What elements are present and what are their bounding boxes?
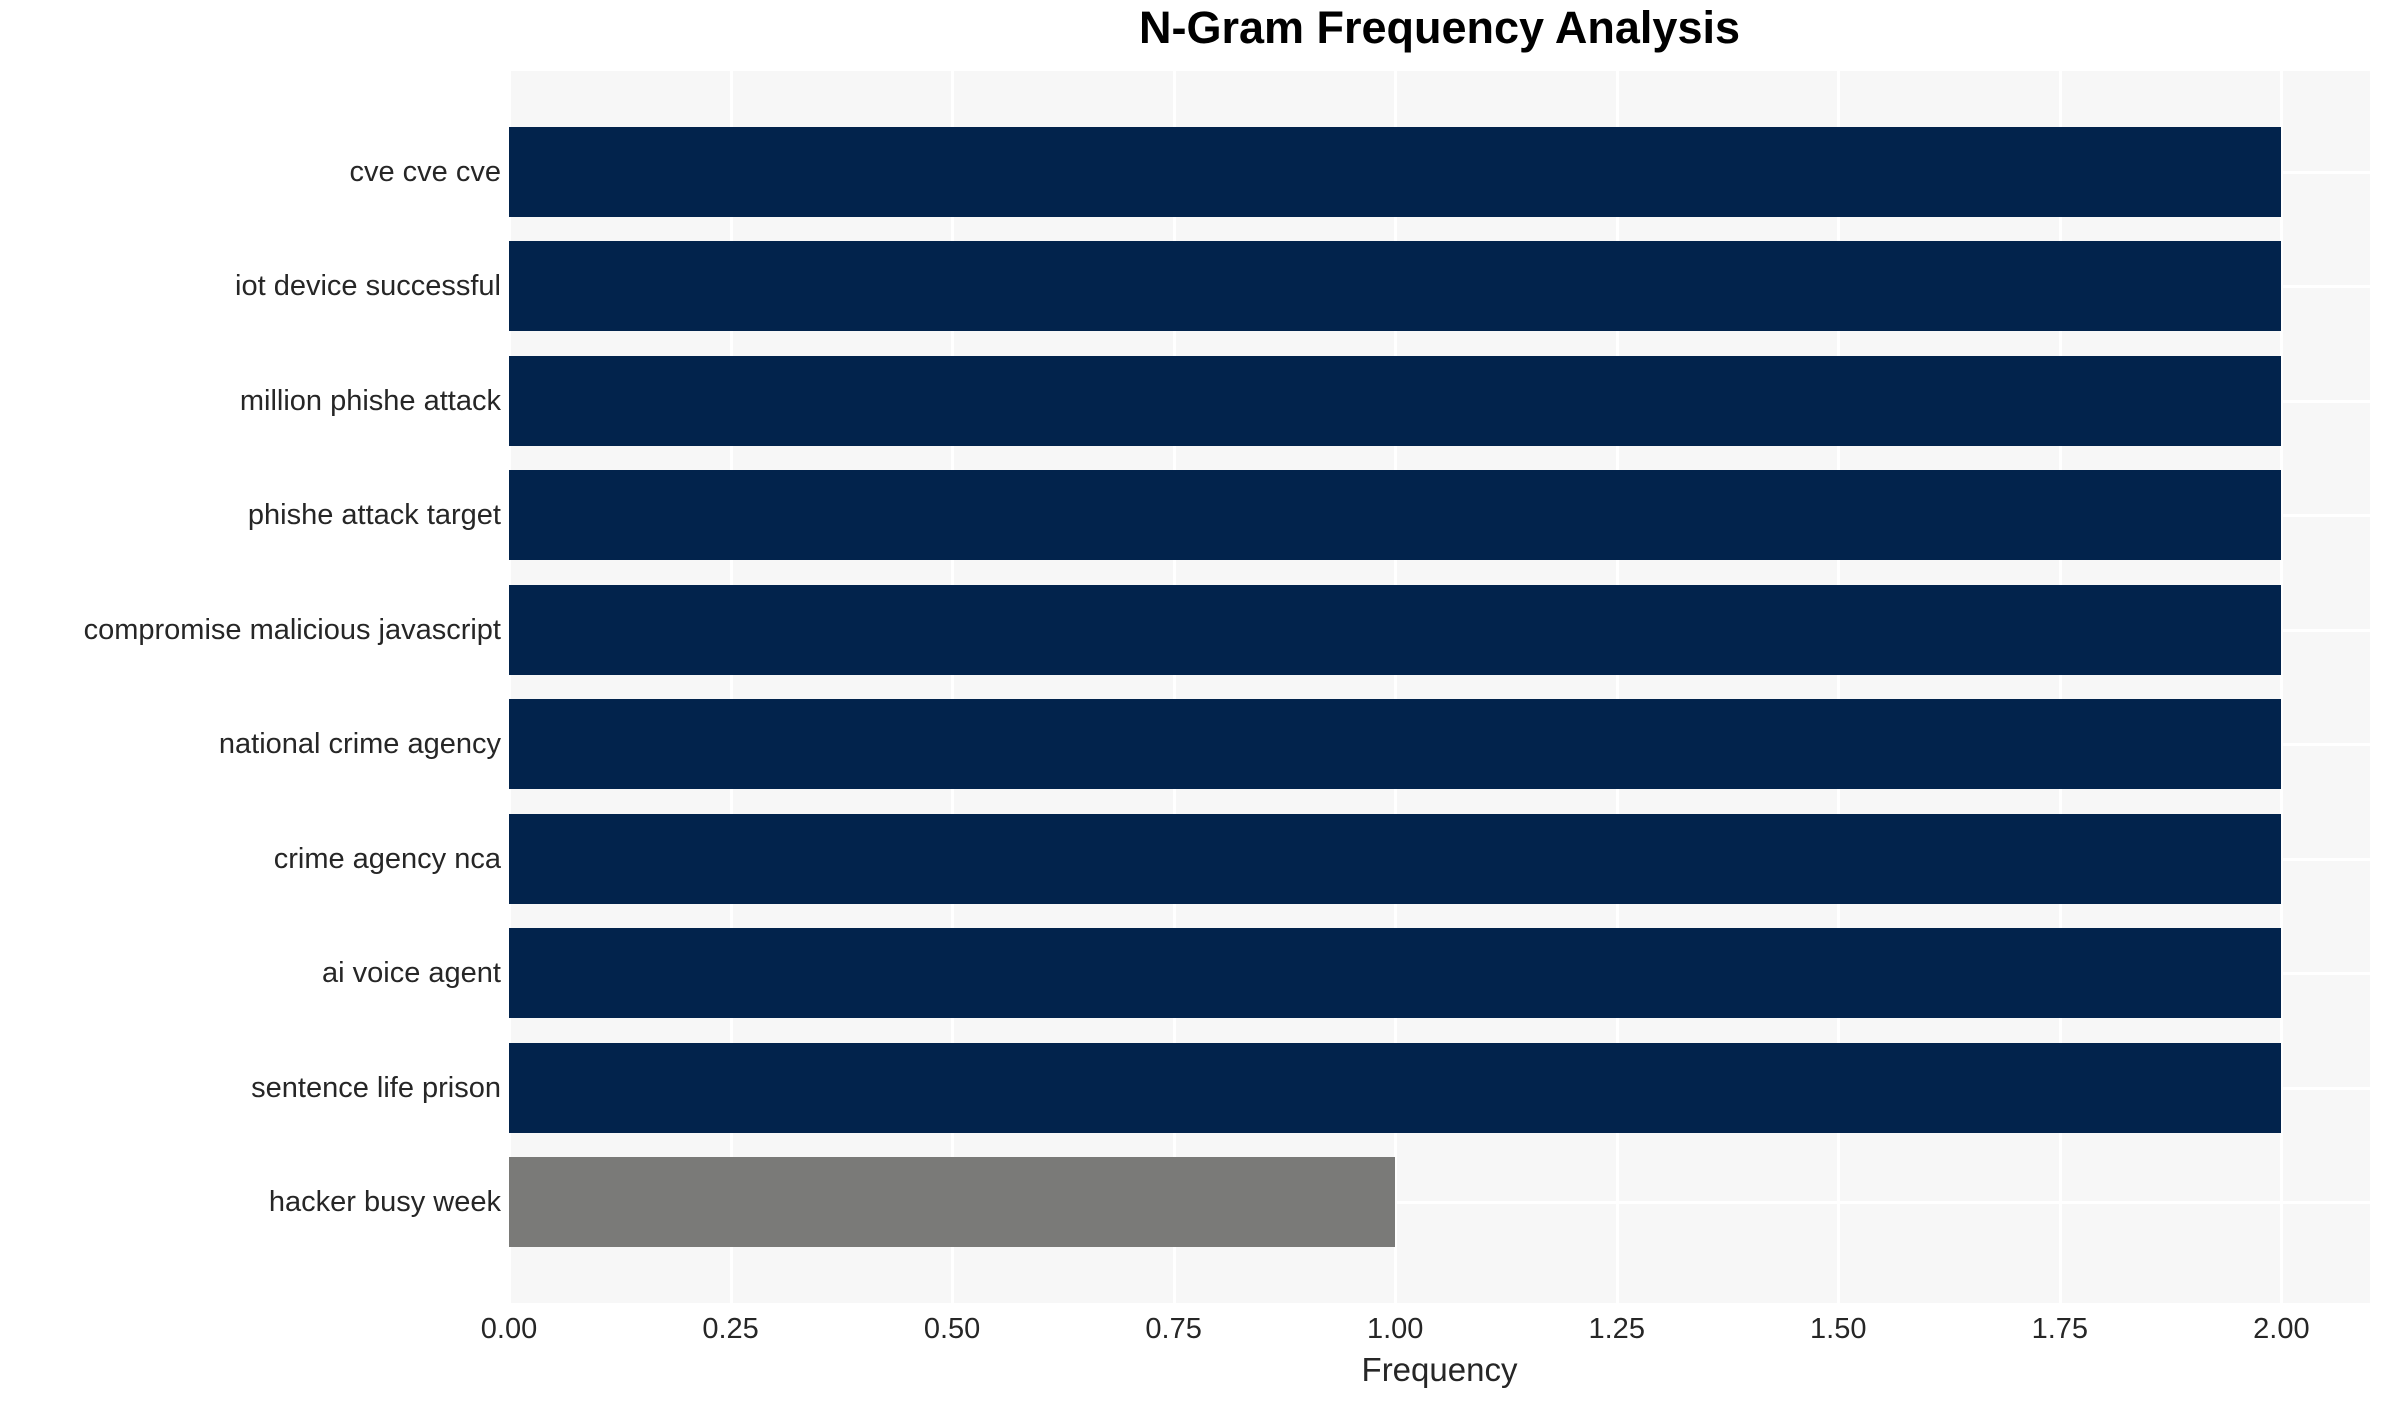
x-tick-label-0.50: 0.50 xyxy=(923,1313,981,1345)
bar-phishe-attack-target xyxy=(509,470,2282,561)
x-tick-label-1.25: 1.25 xyxy=(1588,1313,1645,1345)
x-tick-label-1.75: 1.75 xyxy=(2031,1313,2089,1345)
bar-sentence-life-prison xyxy=(509,1042,2282,1133)
chart-title: N-Gram Frequency Analysis xyxy=(1138,2,1741,53)
x-gridline-1.00 xyxy=(1394,71,1398,1303)
y-tick-label-6: crime agency nca xyxy=(273,842,501,875)
bar-crime-agency-nca xyxy=(509,813,2282,904)
plot-area xyxy=(508,71,2370,1303)
x-gridline-0.75 xyxy=(1172,71,1176,1303)
x-tick-label-0.75: 0.75 xyxy=(1145,1313,1202,1345)
y-gridline-9 xyxy=(509,1200,2370,1204)
bar-national-crime-agency xyxy=(509,699,2282,790)
x-tick-label-1.00: 1.00 xyxy=(1366,1313,1424,1345)
bar-iot-device-successful xyxy=(509,241,2282,332)
x-gridline-0.00 xyxy=(508,71,511,1303)
x-tick-label-2.00: 2.00 xyxy=(2253,1313,2310,1345)
x-tick-label-0.00: 0.00 xyxy=(480,1313,538,1345)
x-gridline-2.00 xyxy=(2280,71,2284,1303)
bar-cve-cve-cve xyxy=(509,127,2282,218)
bar-million-phishe-attack xyxy=(509,355,2282,446)
y-tick-label-4: compromise malicious javascript xyxy=(83,613,501,646)
y-tick-label-5: national crime agency xyxy=(218,728,501,761)
x-gridline-0.50 xyxy=(951,71,955,1303)
y-tick-label-2: million phishe attack xyxy=(239,384,501,417)
y-tick-label-8: sentence life prison xyxy=(251,1071,501,1104)
x-tick-label-0.25: 0.25 xyxy=(702,1313,759,1345)
bar-hacker-busy-week xyxy=(509,1156,1396,1247)
x-axis-label: Frequency xyxy=(1361,1351,1518,1388)
bar-compromise-malicious-javascript xyxy=(509,584,2282,675)
x-gridline-0.25 xyxy=(729,71,733,1303)
y-tick-label-3: phishe attack target xyxy=(247,499,501,532)
x-gridline-1.75 xyxy=(2058,71,2062,1303)
x-gridline-1.50 xyxy=(1837,71,1841,1303)
x-tick-label-1.50: 1.50 xyxy=(1810,1313,1867,1345)
y-tick-label-9: hacker busy week xyxy=(268,1185,501,1218)
bar-ai-voice-agent xyxy=(509,928,2282,1019)
y-tick-label-1: iot device successful xyxy=(235,270,501,303)
y-tick-label-0: cve cve cve xyxy=(349,156,502,189)
x-gridline-1.25 xyxy=(1615,71,1619,1303)
y-tick-label-7: ai voice agent xyxy=(322,957,501,990)
